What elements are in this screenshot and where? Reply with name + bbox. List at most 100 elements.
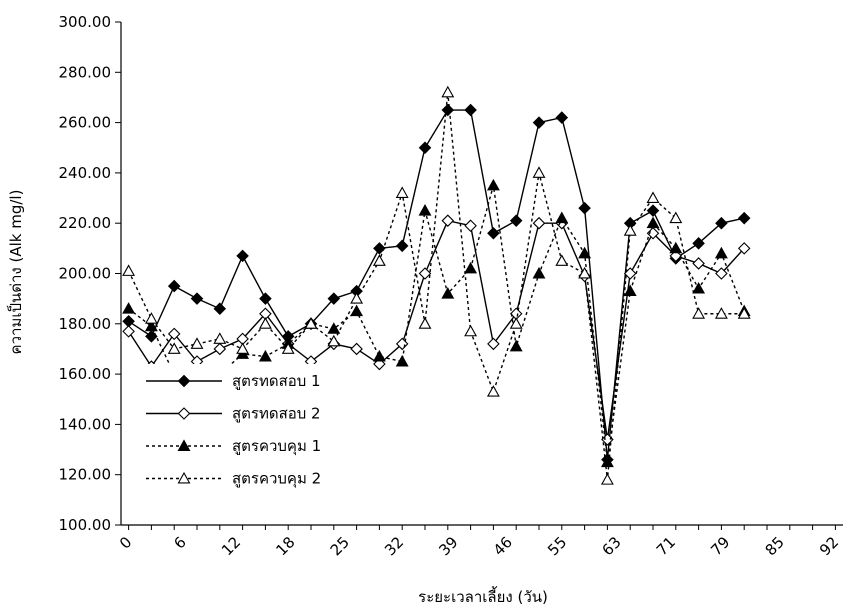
data-point: [441, 214, 455, 227]
legend-entry: สูตรควบคุม 2: [146, 470, 321, 489]
data-point: [646, 204, 660, 217]
data-point: [190, 292, 204, 305]
data-point: [372, 254, 386, 266]
data-point: [486, 385, 500, 397]
x-tick-label: 32: [381, 533, 407, 559]
data-point: [145, 330, 158, 343]
axes: 100.00 120.00 140.00 160.00 180.00 200.00 220.…: [59, 13, 843, 559]
x-tick-label: 79: [707, 533, 733, 559]
legend-marker: [177, 471, 191, 484]
x-tick-label: 18: [272, 533, 298, 559]
data-point: [327, 334, 341, 347]
data-point: [555, 211, 569, 224]
series-1: [122, 103, 751, 466]
legend-entry: สูตรทดสอบ 1: [146, 372, 321, 390]
data-point: [737, 211, 751, 225]
y-tick-label: 220.00: [59, 214, 112, 232]
data-point: [122, 264, 136, 276]
data-point: [464, 324, 478, 337]
legend-marker: [177, 439, 191, 451]
data-point: [692, 307, 706, 319]
legend-label: สูตรควบคุม 1: [232, 437, 321, 456]
x-tick-label: 85: [762, 533, 788, 559]
x-tick-label: 92: [816, 533, 842, 559]
data-point: [715, 216, 728, 230]
data-point: [646, 191, 660, 203]
data-point: [532, 216, 546, 230]
y-tick-label: 100.00: [59, 516, 112, 534]
data-point: [122, 302, 136, 314]
data-point: [532, 166, 546, 178]
data-point: [578, 201, 591, 215]
data-point: [350, 292, 364, 304]
data-point: [737, 242, 751, 255]
data-point: [714, 307, 728, 319]
y-tick-label: 300.00: [59, 13, 112, 31]
data-point: [692, 237, 705, 250]
x-tick-label: 46: [490, 533, 516, 559]
data-point: [600, 473, 614, 485]
data-point: [692, 257, 705, 270]
data-point: [578, 246, 592, 259]
y-tick-label: 200.00: [59, 265, 112, 283]
data-point: [327, 292, 341, 305]
data-point: [236, 342, 250, 354]
series-layer: [122, 85, 751, 485]
legend-entry: สูตรทดสอบ 2: [146, 405, 321, 423]
data-point: [304, 317, 318, 329]
data-point: [327, 322, 341, 334]
data-point: [350, 342, 363, 356]
data-point: [441, 85, 455, 98]
y-tick-label: 120.00: [59, 466, 112, 484]
data-point: [714, 246, 728, 259]
data-point: [373, 242, 386, 255]
data-point: [213, 332, 227, 344]
data-point: [487, 337, 500, 351]
data-point: [418, 317, 432, 329]
series-line: [128, 109, 745, 460]
x-tick-label: 12: [218, 533, 244, 559]
series-line: [128, 219, 745, 440]
x-tick-label: 55: [544, 533, 570, 559]
data-point: [167, 279, 181, 293]
legend-marker: [177, 407, 191, 420]
y-tick-label: 260.00: [59, 114, 112, 132]
y-tick-label: 160.00: [59, 365, 112, 383]
y-tick-label: 240.00: [59, 164, 112, 182]
data-point: [167, 327, 181, 341]
legend-label: สูตรควบคุม 2: [232, 470, 321, 489]
data-point: [395, 186, 409, 198]
data-point: [258, 349, 272, 362]
data-point: [372, 349, 386, 362]
data-point: [646, 226, 660, 240]
legend-label: สูตรทดสอบ 2: [232, 405, 321, 423]
data-point: [281, 342, 295, 354]
data-point: [258, 317, 272, 329]
x-tick-label: 71: [653, 533, 679, 559]
data-point: [600, 455, 614, 468]
x-tick-label: 6: [170, 533, 189, 552]
data-point: [350, 304, 364, 317]
data-point: [578, 266, 592, 279]
data-point: [509, 317, 523, 329]
y-tick-label: 180.00: [59, 315, 112, 333]
data-point: [487, 226, 500, 240]
data-point: [532, 266, 546, 279]
data-point: [715, 267, 728, 280]
data-point: [441, 103, 455, 117]
data-point: [464, 103, 477, 117]
data-point: [144, 312, 158, 324]
data-point: [669, 211, 683, 224]
data-point: [646, 216, 660, 229]
data-point: [509, 339, 523, 352]
x-axis-title: ระยะเวลาเลี้ยง (วัน): [418, 586, 548, 606]
legend: สูตรทดสอบ 1 สูตรทดสอบ 2 สูตรควบคุม 1 สูตรคว…: [137, 364, 362, 492]
data-point: [486, 178, 500, 191]
legend-label: สูตรทดสอบ 1: [232, 372, 321, 390]
data-point: [692, 281, 706, 294]
data-point: [236, 249, 249, 263]
legend-entry: สูตรควบคุม 1: [146, 437, 321, 456]
x-tick-label: 63: [599, 533, 625, 559]
data-point: [395, 354, 409, 367]
